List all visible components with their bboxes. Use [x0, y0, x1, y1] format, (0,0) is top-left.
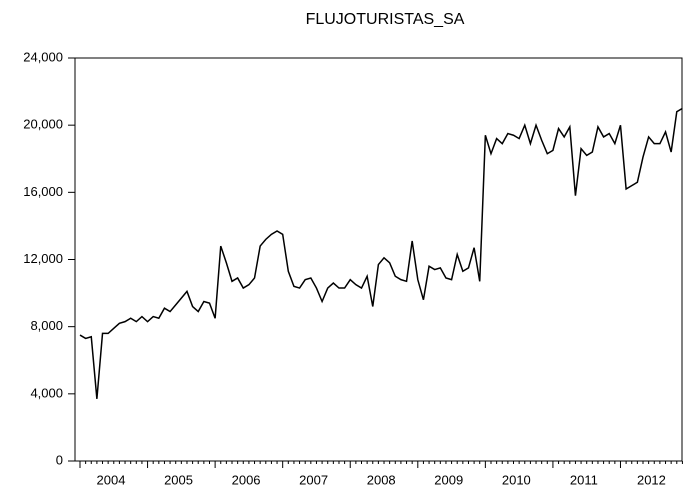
x-tick-label: 2010	[502, 472, 531, 487]
y-tick-label: 0	[56, 452, 63, 467]
x-tick-label: 2006	[232, 472, 261, 487]
y-tick-label: 20,000	[23, 117, 63, 132]
y-tick-label: 4,000	[30, 385, 63, 400]
x-tick-label: 2005	[164, 472, 193, 487]
plot-frame	[74, 57, 683, 462]
series-line	[79, 107, 683, 399]
y-tick-label: 8,000	[30, 318, 63, 333]
chart-title: FLUJOTURISTAS_SA	[306, 11, 465, 28]
y-tick-label: 12,000	[23, 251, 63, 266]
x-tick-label: 2004	[97, 472, 126, 487]
y-tick-label: 16,000	[23, 184, 63, 199]
y-tick-label: 24,000	[23, 49, 63, 64]
x-tick-label: 2008	[367, 472, 396, 487]
x-tick-label: 2007	[299, 472, 328, 487]
x-tick-label: 2009	[434, 472, 463, 487]
x-tick-label: 2012	[637, 472, 666, 487]
x-tick-label: 2011	[570, 472, 598, 487]
